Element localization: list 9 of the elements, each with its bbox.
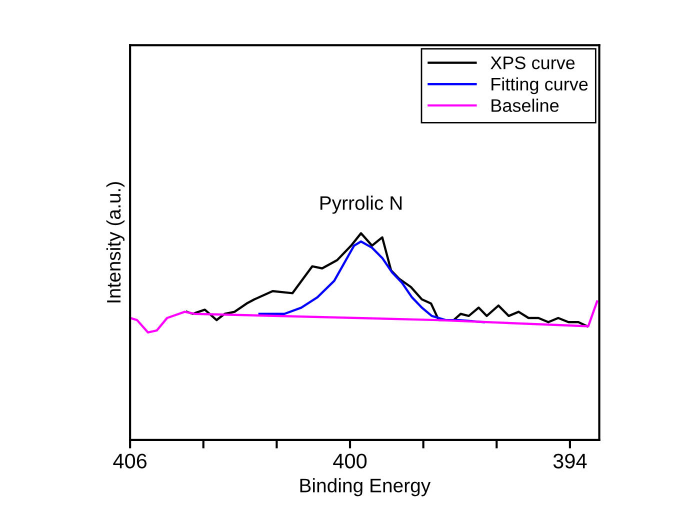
annotation: Pyrrolic N — [320, 196, 402, 214]
x-tick-label: 406 — [113, 454, 147, 468]
legend-label: Baseline — [492, 98, 559, 112]
legend-label: Fitting curve — [492, 77, 588, 94]
y-axis-title: Intensity (a.u.) — [106, 182, 125, 302]
x-axis-title: Binding Energy — [300, 478, 431, 496]
x-tick-label: 394 — [553, 454, 587, 468]
legend-label: XPS curve — [490, 56, 575, 70]
x-tick-label: 400 — [333, 454, 367, 468]
